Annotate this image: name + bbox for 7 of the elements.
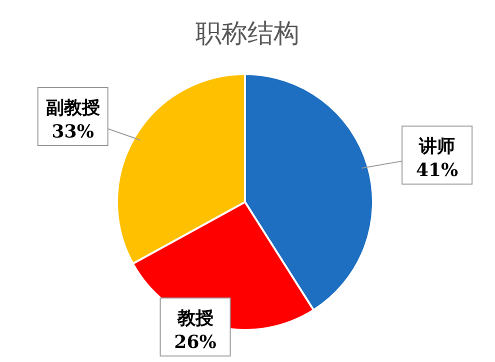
slice-label: 讲师 xyxy=(418,136,456,158)
slice-label: 副教授 xyxy=(46,97,100,118)
data-label: 26% xyxy=(174,332,216,353)
data-label: 41% xyxy=(416,160,458,182)
chart-title: 职称结构 xyxy=(196,19,300,49)
slice-label: 教授 xyxy=(176,308,214,329)
data-label: 33% xyxy=(52,121,94,142)
